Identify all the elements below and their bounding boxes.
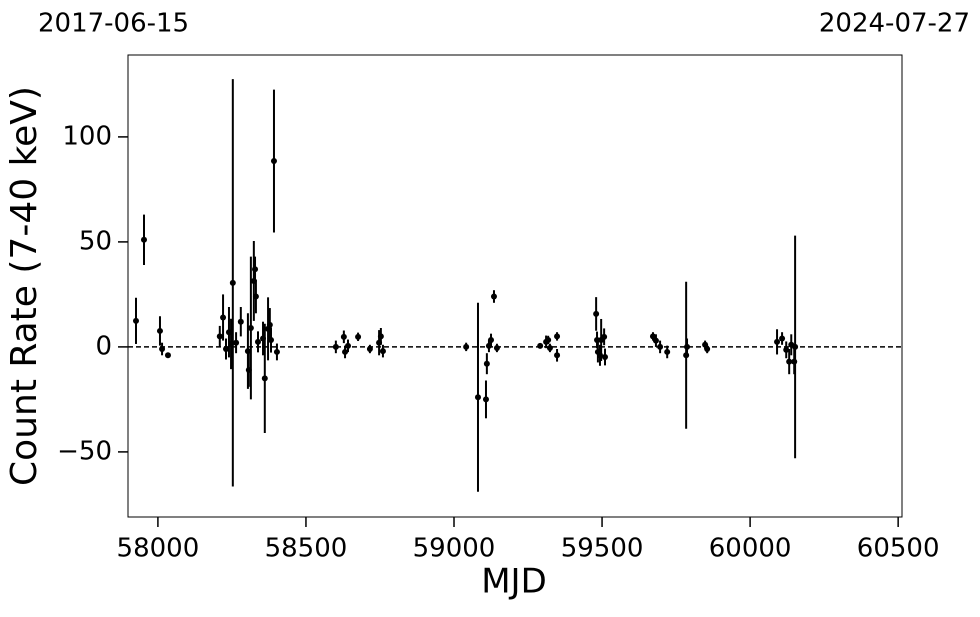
data-point — [223, 346, 230, 352]
data-point — [216, 333, 223, 340]
y-tick-label: 100 — [62, 121, 112, 151]
data-point — [783, 346, 790, 353]
data-point — [546, 344, 553, 351]
data-point — [244, 348, 251, 355]
data-point — [657, 343, 664, 350]
data-point — [132, 317, 139, 324]
data-point — [601, 333, 608, 340]
data-point — [664, 348, 671, 355]
data-point — [554, 333, 561, 340]
data-point — [164, 352, 171, 359]
data-point — [345, 342, 352, 349]
data-point — [233, 339, 240, 346]
data-point — [268, 336, 275, 343]
data-point — [684, 343, 691, 350]
data-point — [482, 396, 489, 403]
y-tick-label: −50 — [57, 436, 112, 466]
x-tick-label: 60000 — [709, 534, 792, 564]
data-point — [593, 310, 600, 317]
data-point — [140, 236, 147, 243]
data-point — [602, 353, 609, 360]
data-point — [342, 348, 349, 355]
data-point — [537, 342, 544, 349]
data-point — [220, 314, 227, 321]
data-point — [652, 337, 659, 344]
data-point — [493, 344, 500, 351]
data-point — [366, 346, 373, 352]
x-axis-label: MJD — [481, 562, 547, 602]
data-point — [779, 335, 786, 342]
data-point — [490, 293, 497, 300]
y-axis-label: Count Rate (7-40 keV) — [4, 86, 45, 486]
x-tick-label: 59000 — [413, 534, 496, 564]
data-point — [237, 318, 244, 325]
data-point — [488, 336, 495, 343]
data-point — [792, 343, 799, 350]
data-point — [545, 336, 552, 343]
data-point — [649, 333, 656, 340]
data-point — [156, 327, 163, 334]
data-point — [474, 394, 481, 401]
data-point — [332, 343, 339, 350]
data-point — [270, 158, 277, 165]
x-tick-label: 58500 — [265, 534, 348, 564]
data-point — [261, 375, 268, 382]
data-point — [273, 348, 280, 355]
data-point — [159, 346, 166, 352]
data-point — [554, 352, 561, 359]
data-point — [252, 266, 259, 273]
data-point — [247, 325, 254, 331]
data-point — [786, 358, 793, 365]
data-point — [463, 343, 470, 350]
start-date: 2017-06-15 — [38, 9, 189, 39]
data-point — [774, 338, 781, 345]
y-tick-label: 0 — [95, 331, 112, 361]
data-point — [377, 333, 384, 340]
plot-frame — [127, 54, 903, 518]
data-point — [704, 346, 711, 352]
x-tick-label: 58000 — [117, 534, 200, 564]
data-point — [252, 293, 259, 300]
data-point — [229, 279, 236, 286]
y-tick-label: 50 — [79, 226, 112, 256]
data-point — [340, 333, 347, 340]
data-point — [355, 333, 362, 340]
data-point — [379, 348, 386, 355]
x-tick-label: 59500 — [561, 534, 644, 564]
end-date: 2024-07-27 — [819, 9, 970, 39]
data-point — [483, 360, 490, 367]
data-point — [254, 338, 261, 345]
data-point — [266, 321, 273, 328]
x-tick-label: 60500 — [857, 534, 940, 564]
